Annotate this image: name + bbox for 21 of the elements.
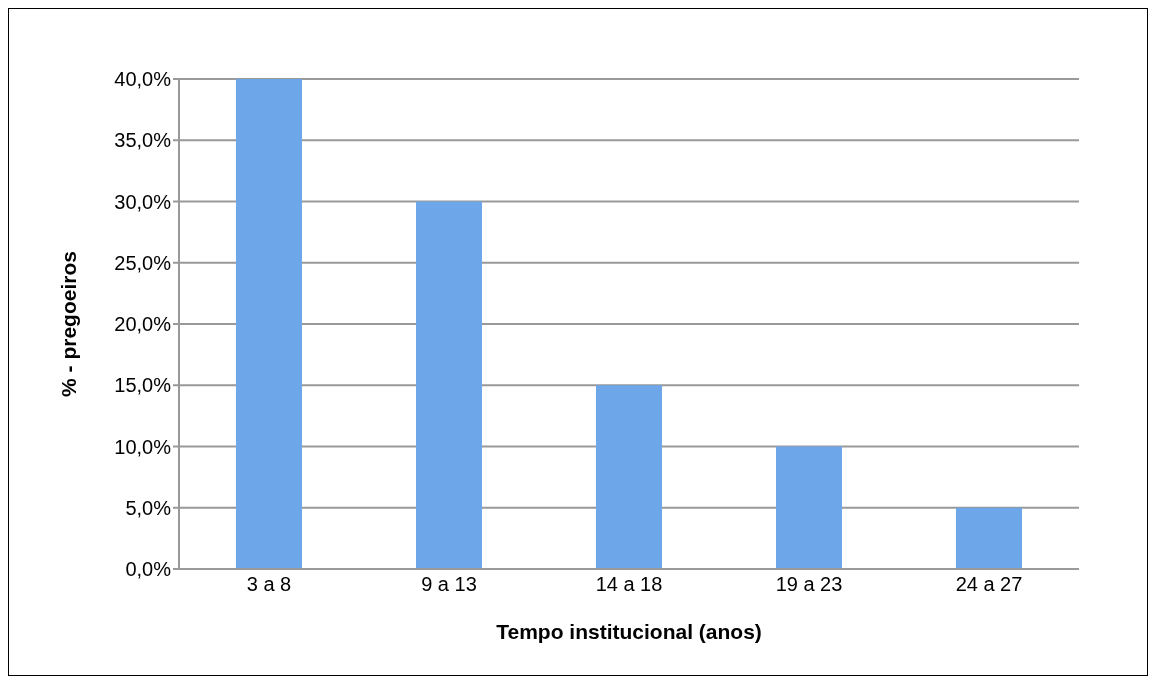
y-tick-label: 20,0% xyxy=(114,313,172,336)
x-tick-label: 14 a 18 xyxy=(595,573,663,596)
y-tick-label: 40,0% xyxy=(114,68,172,91)
y-axis-title: % - pregoeiros xyxy=(57,251,81,397)
y-tick-label: 15,0% xyxy=(114,374,172,397)
x-tick-label: 19 a 23 xyxy=(775,573,843,596)
y-tick-label: 35,0% xyxy=(114,129,172,152)
bar xyxy=(956,507,1022,569)
bar xyxy=(236,79,302,569)
y-tick-label: 30,0% xyxy=(114,190,172,213)
x-tick-label: 24 a 27 xyxy=(955,573,1023,596)
bar xyxy=(416,201,482,569)
bar xyxy=(776,446,842,569)
x-tick-label: 3 a 8 xyxy=(246,573,292,596)
x-axis-title: Tempo institucional (anos) xyxy=(496,620,762,643)
y-tick-label: 5,0% xyxy=(125,496,172,519)
x-tick-label: 9 a 13 xyxy=(421,573,477,596)
y-tick-label: 0,0% xyxy=(125,558,172,581)
y-tick-label: 10,0% xyxy=(114,435,172,458)
bar xyxy=(596,385,662,569)
y-tick-label: 25,0% xyxy=(114,251,172,274)
